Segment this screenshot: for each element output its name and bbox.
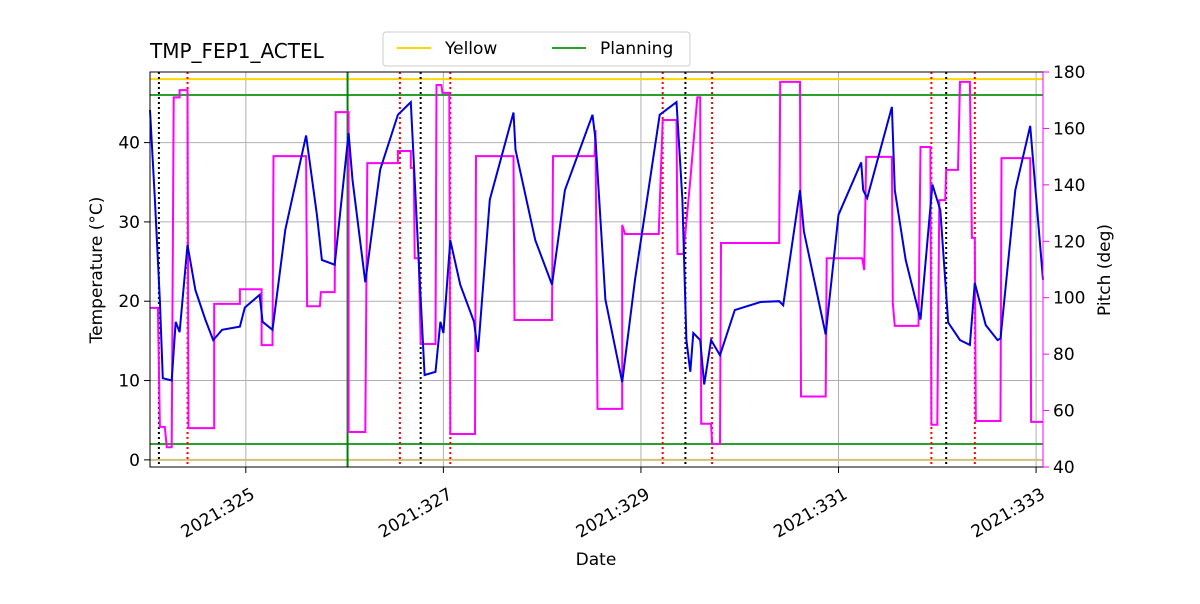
y-tick-label: 20	[118, 292, 140, 312]
legend-label: Planning	[600, 39, 673, 59]
y2-axis-label: Pitch (deg)	[1095, 224, 1115, 316]
legend-label: Yellow	[444, 39, 497, 59]
y2-tick-label: 120	[1053, 232, 1085, 252]
y-tick-label: 30	[118, 213, 140, 233]
y2-tick-label: 80	[1053, 345, 1075, 365]
y-tick-label: 10	[118, 372, 140, 392]
series-line	[150, 80, 1043, 449]
y-axis-label: Temperature (°C)	[87, 197, 107, 345]
legend-box	[382, 31, 691, 67]
y2-tick-label: 160	[1053, 119, 1085, 139]
y2-tick-label: 40	[1053, 458, 1075, 478]
y2-tick-label: 140	[1053, 176, 1085, 196]
y-tick-label: 0	[129, 451, 140, 471]
x-axis-label: Date	[576, 550, 617, 570]
chart-title: TMP_FEP1_ACTEL	[149, 39, 325, 63]
y2-tick-label: 100	[1053, 289, 1085, 309]
y2-tick-label: 180	[1053, 63, 1085, 83]
y-tick-label: 40	[118, 134, 140, 154]
series-line	[149, 99, 1044, 385]
y2-tick-label: 60	[1053, 402, 1075, 422]
